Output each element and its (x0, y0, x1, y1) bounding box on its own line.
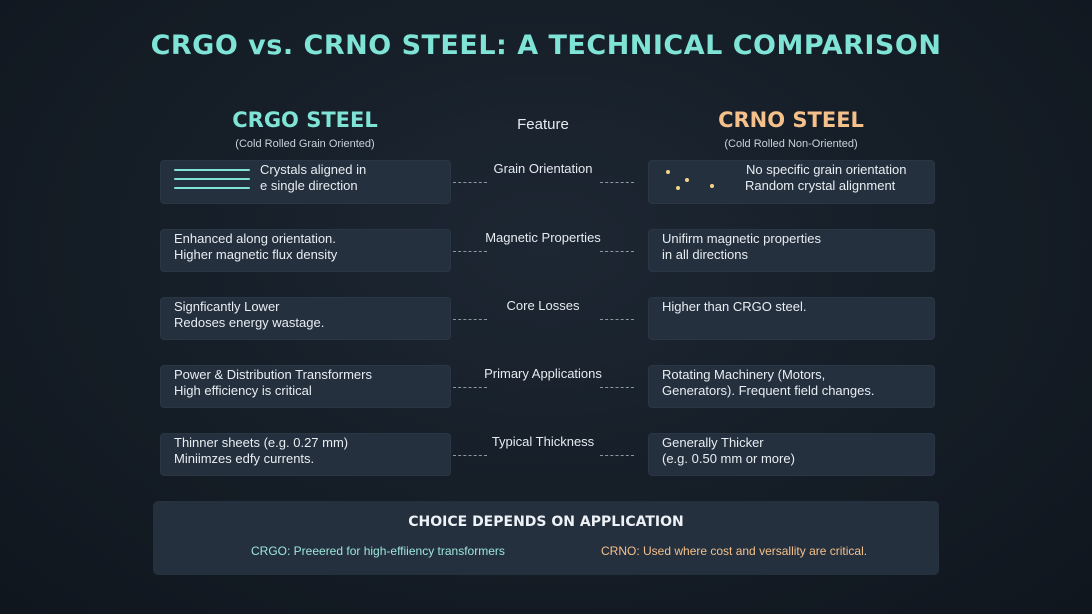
crno-cell-core-losses: Higher than CRGO steel. (648, 297, 935, 340)
parallel-lines-icon (174, 169, 250, 196)
crgo-cell-magnetic-properties: Enhanced along orientation. Higher magne… (160, 229, 451, 272)
summary-crno-note: CRNO: Used where cost and versallity are… (601, 544, 868, 558)
crno-thickness-line-2: (e.g. 0.50 mm or more) (662, 451, 795, 466)
crgo-thickness-line-2: Miniimzes edfy currents. (174, 451, 315, 466)
connector-dash (453, 182, 487, 183)
crno-magnetic-line-2: in all directions (662, 247, 748, 262)
crgo-magnetic-line-1: Enhanced along orientation. (174, 231, 336, 246)
crgo-cell-typical-thickness: Thinner sheets (e.g. 0.27 mm) Miniimzes … (160, 433, 451, 476)
crgo-grain-line-1: Crystals aligned in (260, 162, 367, 177)
crgo-magnetic-line-2: Higher magnetic flux density (174, 247, 338, 262)
crgo-applications-line-1: Power & Distribution Transformers (174, 367, 372, 382)
crgo-cell-primary-applications: Power & Distribution Transformers High e… (160, 365, 451, 408)
crgo-applications-line-2: High efficiency is critical (174, 383, 312, 398)
crgo-cell-grain-orientation: Crystals aligned in e single direction (160, 160, 451, 204)
crgo-cell-core-losses: Signficantly Lower Redoses energy wastag… (160, 297, 451, 340)
page-title: CRGO vs. CRNO STEEL: A TECHNICAL COMPARI… (150, 30, 942, 61)
summary-title: CHOICE DEPENDS ON APPLICATION (408, 514, 684, 530)
connector-dash (453, 251, 487, 252)
connector-dash (600, 182, 634, 183)
connector-dash (453, 455, 487, 456)
connector-dash (600, 251, 634, 252)
crno-applications-line-1: Rotating Machinery (Motors, (662, 367, 826, 382)
crno-magnetic-line-1: Unifirm magnetic properties (662, 231, 821, 246)
feature-grain-orientation: Grain Orientation (493, 161, 593, 176)
crno-cell-primary-applications: Rotating Machinery (Motors, Generators).… (648, 365, 935, 408)
feature-heading: Feature (517, 116, 569, 133)
summary-panel: CHOICE DEPENDS ON APPLICATION CRGO: Pree… (153, 501, 939, 575)
crno-heading: CRNO STEEL (718, 108, 864, 132)
crno-cell-grain-orientation: No specific grain orientation Random cry… (648, 160, 935, 204)
connector-dash (453, 387, 487, 388)
connector-dash (600, 319, 634, 320)
crgo-thickness-line-1: Thinner sheets (e.g. 0.27 mm) (174, 435, 349, 450)
summary-crgo-note: CRGO: Preeered for high-effiiency transf… (251, 544, 505, 558)
connector-dash (453, 319, 487, 320)
crno-cell-typical-thickness: Generally Thicker (e.g. 0.50 mm or more) (648, 433, 935, 476)
feature-typical-thickness: Typical Thickness (491, 434, 595, 449)
feature-magnetic-properties: Magnetic Properties (485, 230, 601, 245)
crgo-subheading: (Cold Rolled Grain Oriented) (235, 138, 375, 150)
crno-grain-line-1: No specific grain orientation (746, 162, 907, 177)
crno-subheading: (Cold Rolled Non-Oriented) (724, 138, 858, 150)
connector-dash (600, 455, 634, 456)
crgo-core-line-2: Redoses energy wastage. (174, 315, 325, 330)
crgo-core-line-1: Signficantly Lower (174, 299, 280, 314)
crno-cell-magnetic-properties: Unifirm magnetic properties in all direc… (648, 229, 935, 272)
feature-core-losses: Core Losses (506, 298, 580, 313)
crgo-heading: CRGO STEEL (232, 108, 378, 132)
crgo-grain-line-2: e single direction (260, 178, 358, 193)
connector-dash (600, 387, 634, 388)
feature-primary-applications: Primary Applications (484, 366, 602, 381)
crno-grain-line-2: Random crystal alignment (745, 178, 896, 193)
crno-thickness-line-1: Generally Thicker (662, 435, 764, 450)
crno-core-line-1: Higher than CRGO steel. (662, 299, 807, 314)
crno-applications-line-2: Generators). Frequent field changes. (662, 383, 875, 398)
